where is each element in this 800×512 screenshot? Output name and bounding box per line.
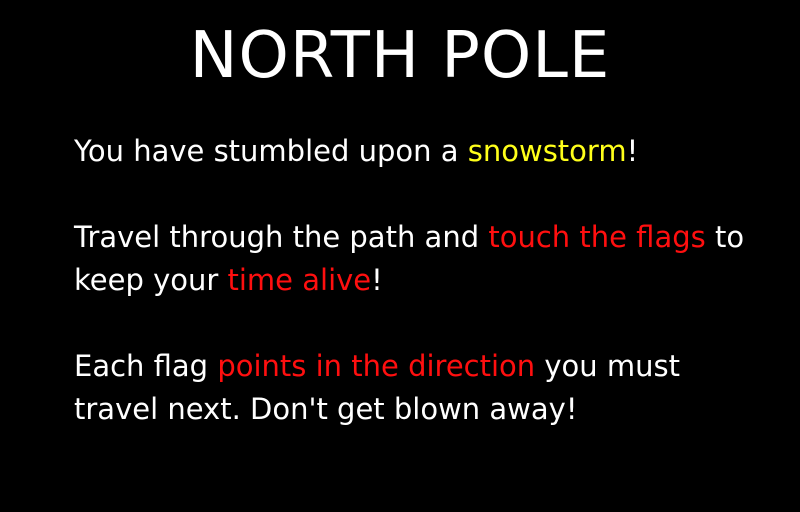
intro-text: You have stumbled upon a [74, 134, 468, 168]
touch-flags-highlight: touch the flags [488, 220, 706, 254]
intro-end: ! [626, 134, 639, 168]
travel-text: Travel through the path and [74, 220, 489, 254]
flag-direction-paragraph: Each flag points in the direction you mu… [74, 345, 764, 431]
travel-paragraph: Travel through the path and touch the fl… [74, 216, 764, 302]
keep-time-text: to keep your [74, 220, 745, 297]
travel-end: ! [371, 263, 383, 297]
flag-text: Each flag [74, 349, 218, 383]
flag-end-text: you must travel next. Don't get blown aw… [74, 349, 680, 426]
screen-title: NORTH POLE [189, 19, 611, 93]
direction-highlight: points in the direction [217, 349, 536, 383]
intro-paragraph: You have stumbled upon a snowstorm! [74, 130, 764, 173]
time-alive-highlight: time alive [227, 263, 372, 297]
snowstorm-highlight: snowstorm [467, 134, 627, 168]
